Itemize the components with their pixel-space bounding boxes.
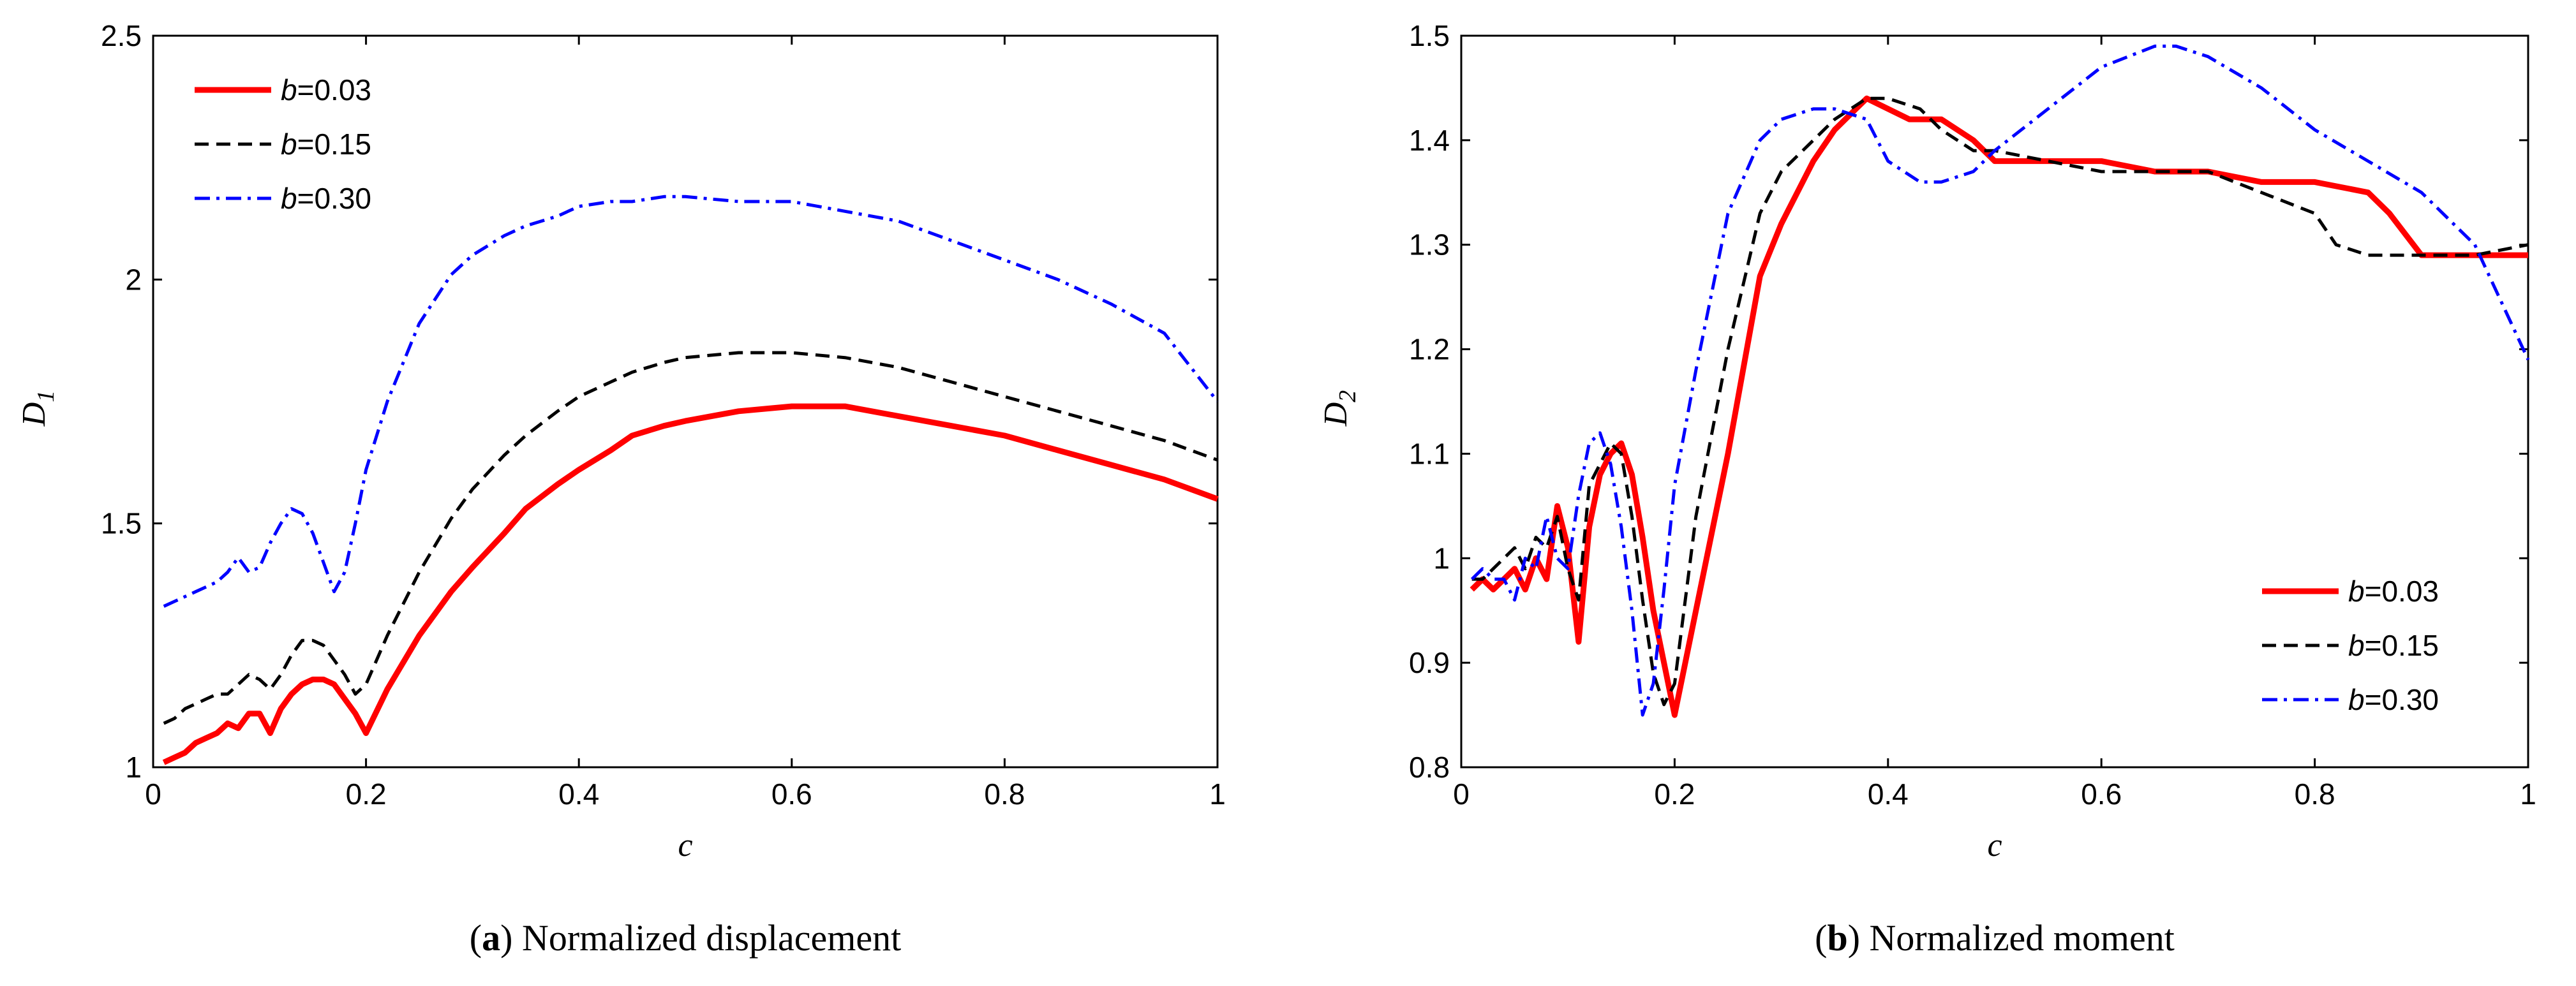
y-tick-label: 2: [125, 263, 142, 296]
caption-b-text: Normalized moment: [1870, 917, 2175, 959]
legend-label: b=0.15: [2348, 629, 2439, 662]
legend-var: b: [281, 182, 297, 215]
x-tick-label: 0.4: [1868, 777, 1909, 811]
legend-value: =0.03: [297, 73, 371, 107]
legend-b: b=0.03b=0.15b=0.30: [2246, 556, 2514, 735]
x-tick-label: 0.6: [771, 777, 812, 811]
y-axis-label-a-sub: 1: [33, 390, 59, 402]
legend-value: =0.15: [297, 128, 371, 161]
series-line-b-2: [1470, 44, 2530, 717]
y-tick-label: 1.4: [1409, 124, 1450, 157]
legend-var: b: [281, 73, 297, 107]
y-axis-label-b-base: D: [1318, 402, 1354, 427]
series-group-b: [1470, 44, 2530, 718]
series-line-a-1: [163, 351, 1218, 725]
y-tick-label: 1: [125, 751, 142, 784]
x-tick-label: 0: [145, 777, 161, 811]
legend-var: b: [2348, 683, 2365, 716]
x-tick-label: 0.6: [2081, 777, 2122, 811]
y-tick-label: 0.9: [1409, 646, 1450, 679]
legend-label: b=0.30: [281, 182, 371, 215]
legend-value: =0.03: [2365, 575, 2439, 608]
caption-b-letter: b: [1827, 917, 1847, 959]
caption-a-text: Normalized displacement: [522, 917, 901, 959]
panel-a: 0 0.2 0.4 0.6 0.8 1 11.522.5 b=0.03b=0.15b=0.…: [16, 19, 1226, 959]
legend-value: =0.30: [2365, 683, 2439, 716]
x-axis-label-b: c: [1987, 827, 2002, 864]
series-line-b-1: [1471, 96, 2529, 707]
y-axis-label-b-sub: 2: [1334, 390, 1361, 402]
legend-label: b=0.03: [281, 73, 371, 107]
x-tick-label: 1: [2520, 777, 2536, 811]
y-tick-label: 1.5: [1409, 19, 1450, 52]
series-group-a: [162, 195, 1219, 765]
y-tick-label: 2.5: [101, 19, 142, 52]
series-line-b-0: [1470, 95, 2528, 718]
y-tick-label: 1.1: [1409, 437, 1450, 470]
y-tick-label: 1.3: [1409, 228, 1450, 261]
x-ticks-b: 0 0.2 0.4 0.6 0.8 1: [1453, 36, 2536, 811]
x-tick-label: 0.8: [2295, 777, 2335, 811]
legend-var: b: [2348, 629, 2365, 662]
legend-var: b: [2348, 575, 2365, 608]
panel-b: 0 0.2 0.4 0.6 0.8 1 0.80.911.11.21.31.41.5 b=…: [1318, 19, 2536, 959]
y-tick-label: 1: [1433, 541, 1450, 575]
caption-a: (a) Normalized displacement: [470, 917, 901, 959]
legend-value: =0.15: [2365, 629, 2439, 662]
legend-a: b=0.03b=0.15b=0.30: [179, 55, 447, 233]
legend-value: =0.30: [297, 182, 371, 215]
y-axis-label-a-base: D: [16, 402, 52, 427]
x-axis-label-a: c: [678, 827, 692, 864]
series-line-a-2: [163, 195, 1219, 608]
y-ticks-a: 1 1.5 2 2.5: [101, 19, 1217, 784]
y-ticks-b: 0.8 0.9 1 1.1 1.2 1.3 1.4 1.5: [1409, 19, 2528, 784]
series-line-a-0: [162, 403, 1219, 765]
y-axis-label-a: D1: [16, 390, 59, 427]
legend-label: b=0.03: [2348, 575, 2439, 608]
legend-label: b=0.30: [2348, 683, 2439, 716]
y-tick-label: 0.8: [1409, 751, 1450, 784]
legend-var: b: [281, 128, 297, 161]
caption-b: (b) Normalized moment: [1815, 917, 2175, 959]
y-axis-label-b: D2: [1318, 390, 1361, 427]
legend-label: b=0.15: [281, 128, 371, 161]
x-tick-label: 0.8: [984, 777, 1025, 811]
x-tick-label: 0: [1453, 777, 1470, 811]
caption-a-letter: a: [482, 917, 500, 959]
x-tick-label: 1: [1209, 777, 1226, 811]
y-tick-label: 1.2: [1409, 333, 1450, 366]
x-ticks-a: 0 0.2 0.4 0.6 0.8 1: [145, 36, 1226, 811]
x-tick-label: 0.2: [1654, 777, 1695, 811]
x-tick-label: 0.4: [558, 777, 599, 811]
x-tick-label: 0.2: [346, 777, 387, 811]
y-tick-label: 1.5: [101, 507, 142, 540]
